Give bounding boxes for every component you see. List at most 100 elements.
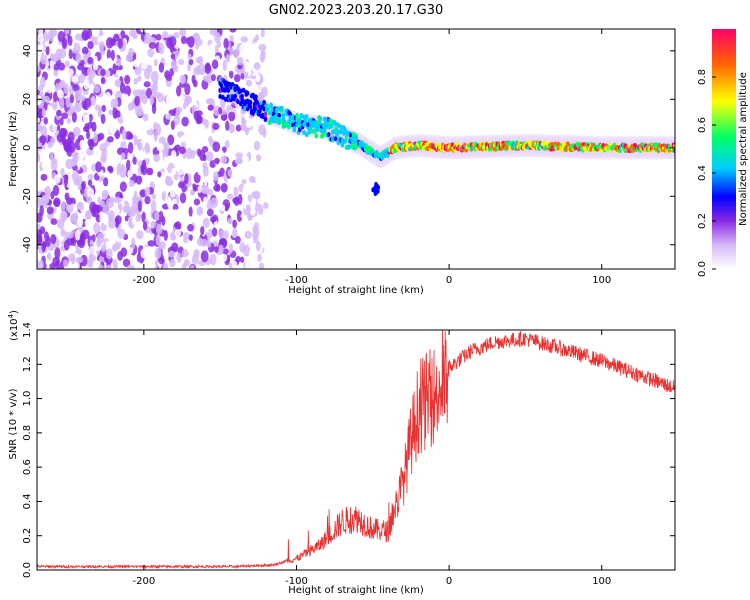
heatmap-cell — [195, 115, 203, 125]
heatmap-cell — [114, 110, 121, 118]
heatmap-cell — [106, 136, 114, 143]
heatmap-cell — [240, 72, 245, 80]
heatmap-cell — [204, 29, 210, 36]
heatmap-cell — [85, 209, 92, 221]
heatmap-cell — [117, 38, 123, 49]
heatmap-cell — [122, 110, 127, 122]
heatmap-cell — [113, 153, 121, 165]
heatmap-cell — [215, 261, 222, 269]
heatmap-cell — [84, 97, 92, 108]
heatmap-cell — [150, 200, 157, 212]
heatmap-cell — [120, 152, 126, 161]
heatmap-cell — [331, 135, 335, 141]
heatmap-cell — [178, 146, 186, 155]
heatmap-cell — [40, 76, 46, 89]
heatmap-cell — [125, 159, 131, 172]
heatmap-cell — [88, 113, 93, 122]
heatmap-cell — [245, 204, 251, 213]
heatmap-cell — [304, 132, 309, 138]
heatmap-cell — [167, 196, 172, 209]
heatmap-cell — [155, 234, 161, 246]
heatmap-cell — [248, 99, 253, 105]
heatmap-cell — [128, 246, 134, 254]
heatmap-cell — [248, 249, 254, 260]
heatmap-cell — [139, 189, 147, 198]
heatmap-cell — [318, 116, 323, 122]
heatmap-cell — [55, 227, 61, 237]
y-tick-label: 0.8 — [22, 425, 33, 441]
heatmap-cell — [178, 181, 185, 189]
heatmap-cell — [209, 253, 217, 266]
heatmap-cell — [226, 87, 231, 93]
heatmap-cell — [207, 43, 216, 55]
heatmap-cell — [220, 204, 226, 212]
heatmap-cell — [58, 62, 66, 71]
heatmap-cell — [258, 124, 266, 136]
y-tick-label: 0 — [22, 145, 33, 151]
heatmap-cell — [287, 124, 291, 130]
heatmap-cell — [41, 241, 46, 253]
heatmap-cell — [257, 253, 262, 262]
heatmap-cell — [187, 36, 195, 48]
heatmap-cell — [65, 96, 71, 108]
heatmap-cell — [199, 149, 206, 162]
heatmap-cell — [77, 183, 82, 191]
heatmap-cell — [284, 122, 288, 128]
heatmap-cell — [228, 123, 236, 134]
heatmap-cell — [321, 122, 325, 128]
y-tick-label: -40 — [22, 237, 33, 253]
heatmap-cell — [336, 122, 341, 128]
heatmap-cell — [187, 223, 194, 232]
heatmap-cell — [218, 229, 226, 239]
heatmap-cell — [37, 151, 40, 163]
heatmap-cell — [189, 264, 195, 269]
heatmap-cell — [43, 31, 49, 42]
heatmap-cell — [253, 131, 260, 138]
heatmap-cell — [205, 97, 214, 105]
heatmap-cell — [88, 252, 94, 264]
heatmap-cell — [97, 196, 102, 205]
heatmap-cell — [221, 253, 228, 262]
heatmap-cell — [128, 29, 137, 38]
heatmap-cell — [144, 68, 151, 80]
heatmap-cell — [299, 112, 304, 118]
heatmap-cell — [196, 237, 204, 247]
heatmap-cell — [191, 74, 196, 85]
heatmap-cell — [60, 167, 65, 178]
heatmap-cell — [228, 70, 234, 79]
heatmap-cell — [224, 140, 230, 149]
heatmap-cell — [62, 259, 69, 268]
heatmap-cell — [207, 104, 214, 111]
heatmap-cell — [235, 152, 244, 159]
heatmap-cell — [40, 125, 48, 137]
y-tick-label: 1.0 — [22, 391, 33, 407]
heatmap-cell — [214, 45, 219, 55]
heatmap-cell — [228, 62, 236, 72]
heatmap-cell — [140, 248, 149, 259]
y-tick-label: 20 — [22, 93, 33, 106]
heatmap-cell — [333, 136, 338, 142]
heatmap-cell — [214, 157, 220, 165]
heatmap-cell — [211, 59, 219, 70]
heatmap-cell — [100, 49, 106, 56]
heatmap-cell — [270, 105, 275, 111]
heatmap-cell — [112, 259, 118, 269]
y-tick-label: 40 — [22, 44, 33, 57]
heatmap-cell — [197, 168, 204, 176]
heatmap-cell — [127, 141, 134, 154]
heatmap-cell — [59, 117, 64, 126]
heatmap-cell — [150, 70, 159, 83]
heatmap-cell — [66, 202, 74, 214]
heatmap-cell — [135, 262, 142, 269]
heatmap-cell — [81, 46, 89, 55]
heatmap-cell — [306, 121, 310, 127]
heatmap-cell — [151, 193, 157, 200]
snr-x-ticks: -200 -100 0 100 — [132, 330, 611, 587]
heatmap-cell — [105, 240, 111, 251]
heatmap-cell — [151, 103, 157, 115]
heatmap-cell — [133, 77, 139, 85]
heatmap-cell — [47, 141, 53, 149]
heatmap-cell — [245, 79, 253, 87]
heatmap-cell — [98, 41, 105, 50]
heatmap-cell — [253, 222, 259, 230]
